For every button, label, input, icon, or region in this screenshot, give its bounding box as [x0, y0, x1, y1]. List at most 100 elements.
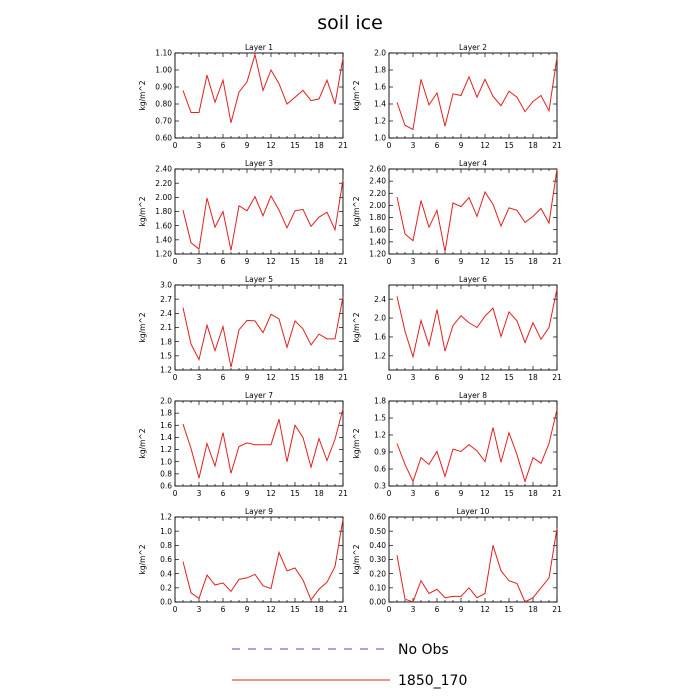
y-tick-label: 1.00: [155, 66, 172, 75]
y-tick-label: 1.2: [374, 117, 386, 126]
y-tick-label: 2.0: [374, 314, 386, 323]
panel-frame: [174, 400, 344, 487]
y-tick-label: 1.6: [160, 421, 172, 430]
x-tick-label: 0: [387, 489, 392, 498]
y-tick-label: 2.00: [369, 201, 386, 210]
x-tick-label: 21: [338, 605, 348, 614]
series-line: [396, 288, 558, 359]
x-tick-label: 9: [459, 141, 464, 150]
x-tick-label: 6: [221, 489, 226, 498]
y-axis-label: kg/m^2: [138, 312, 147, 342]
x-tick-label: 9: [245, 605, 250, 614]
x-tick-label: 6: [435, 605, 440, 614]
y-tick-label: 2.20: [155, 179, 172, 188]
x-tick-label: 0: [173, 489, 178, 498]
x-tick-label: 0: [387, 373, 392, 382]
x-tick-label: 12: [266, 257, 276, 266]
x-tick-label: 15: [504, 489, 514, 498]
y-axis-label: kg/m^2: [352, 428, 361, 458]
y-tick-label: 0.9: [374, 448, 386, 457]
x-tick-label: 18: [314, 141, 324, 150]
x-tick-label: 6: [435, 489, 440, 498]
x-tick-label: 3: [197, 373, 202, 382]
y-tick-label: 2.40: [155, 165, 172, 174]
x-tick-label: 18: [314, 257, 324, 266]
y-tick-label: 1.2: [160, 445, 172, 454]
y-tick-label: 1.8: [374, 66, 386, 75]
series-line: [182, 296, 344, 368]
y-tick-label: 1.4: [160, 433, 172, 442]
x-tick-label: 15: [290, 141, 300, 150]
x-tick-label: 18: [314, 489, 324, 498]
y-tick-label: 2.7: [160, 295, 172, 304]
x-tick-label: 18: [314, 373, 324, 382]
panel-title: Layer 3: [245, 159, 273, 168]
y-tick-label: 0.8: [160, 469, 172, 478]
y-tick-label: 1.8: [374, 397, 386, 406]
x-tick-label: 3: [197, 489, 202, 498]
x-tick-label: 15: [504, 257, 514, 266]
x-tick-label: 6: [221, 257, 226, 266]
panel-grid: Layer 10 3 6 9 12 15 18 210.600.700.800.901.001…: [138, 43, 562, 614]
figure-title: soil ice: [317, 12, 383, 34]
x-tick-label: 3: [411, 257, 416, 266]
panel-frame: [388, 284, 558, 371]
y-tick-label: 2.1: [160, 323, 172, 332]
panel-title: Layer 1: [245, 43, 273, 52]
y-tick-label: 1.2: [160, 366, 172, 375]
y-tick-label: 1.80: [155, 207, 172, 216]
panel-frame: [388, 400, 558, 487]
legend-label-1850-170: 1850_170: [398, 673, 467, 689]
x-tick-label: 15: [504, 373, 514, 382]
y-axis-label: kg/m^2: [352, 196, 361, 226]
y-axis-label: kg/m^2: [138, 196, 147, 226]
x-tick-label: 15: [290, 605, 300, 614]
panel-title: Layer 5: [245, 275, 273, 284]
panel-layer-3: Layer 3 0 3 6 9 12 15 18 21 1.20 1.40 1.60 1.80 2.00 2…: [138, 159, 348, 266]
y-tick-label: 0.8: [160, 541, 172, 550]
x-tick-label: 18: [528, 373, 538, 382]
x-tick-label: 15: [504, 605, 514, 614]
x-tick-label: 6: [221, 605, 226, 614]
y-axis-label: kg/m^2: [352, 312, 361, 342]
y-tick-label: 1.40: [369, 237, 386, 246]
y-tick-label: 0.30: [369, 555, 386, 564]
y-tick-label: 1.2: [374, 431, 386, 440]
y-tick-label: 0.4: [160, 569, 172, 578]
x-tick-label: 3: [197, 605, 202, 614]
x-tick-label: 21: [552, 257, 562, 266]
x-tick-label: 21: [552, 141, 562, 150]
panel-title: Layer 4: [459, 159, 487, 168]
x-tick-label: 9: [245, 257, 250, 266]
panel-frame: [174, 516, 344, 603]
y-tick-label: 0.90: [155, 83, 172, 92]
panel-frame: [174, 52, 344, 139]
x-tick-label: 0: [173, 141, 178, 150]
x-tick-label: 12: [480, 141, 490, 150]
y-tick-label: 3.0: [160, 281, 172, 290]
x-tick-label: 0: [387, 605, 392, 614]
y-tick-label: 0.40: [369, 541, 386, 550]
x-tick-label: 12: [480, 373, 490, 382]
panel-title: Layer 8: [459, 391, 487, 400]
x-tick-label: 15: [504, 141, 514, 150]
x-tick-label: 12: [266, 141, 276, 150]
series-line: [182, 52, 344, 123]
panel-layer-8: Layer 8 0 3 6 9 12 15 18 21 0.3 0.6 0.9 1.2 1.5 1.8 kg/…: [352, 391, 562, 498]
y-tick-label: 0.6: [374, 465, 386, 474]
x-tick-label: 9: [459, 605, 464, 614]
y-tick-label: 0.0: [160, 598, 172, 607]
panel-layer-9: Layer 9 0 3 6 9 12 15 18 21 0.0 0.2 0.4 0.6 0.8 1.0 1.2…: [138, 507, 348, 614]
x-tick-label: 6: [435, 373, 440, 382]
y-tick-label: 2.0: [160, 397, 172, 406]
x-tick-label: 3: [411, 489, 416, 498]
x-tick-label: 0: [173, 373, 178, 382]
x-tick-label: 3: [411, 141, 416, 150]
panel-title: Layer 7: [245, 391, 273, 400]
x-tick-label: 0: [173, 605, 178, 614]
y-tick-label: 1.6: [374, 83, 386, 92]
y-tick-label: 1.0: [160, 527, 172, 536]
x-tick-label: 9: [245, 141, 250, 150]
y-tick-label: 1.5: [374, 414, 386, 423]
y-tick-label: 0.80: [155, 100, 172, 109]
